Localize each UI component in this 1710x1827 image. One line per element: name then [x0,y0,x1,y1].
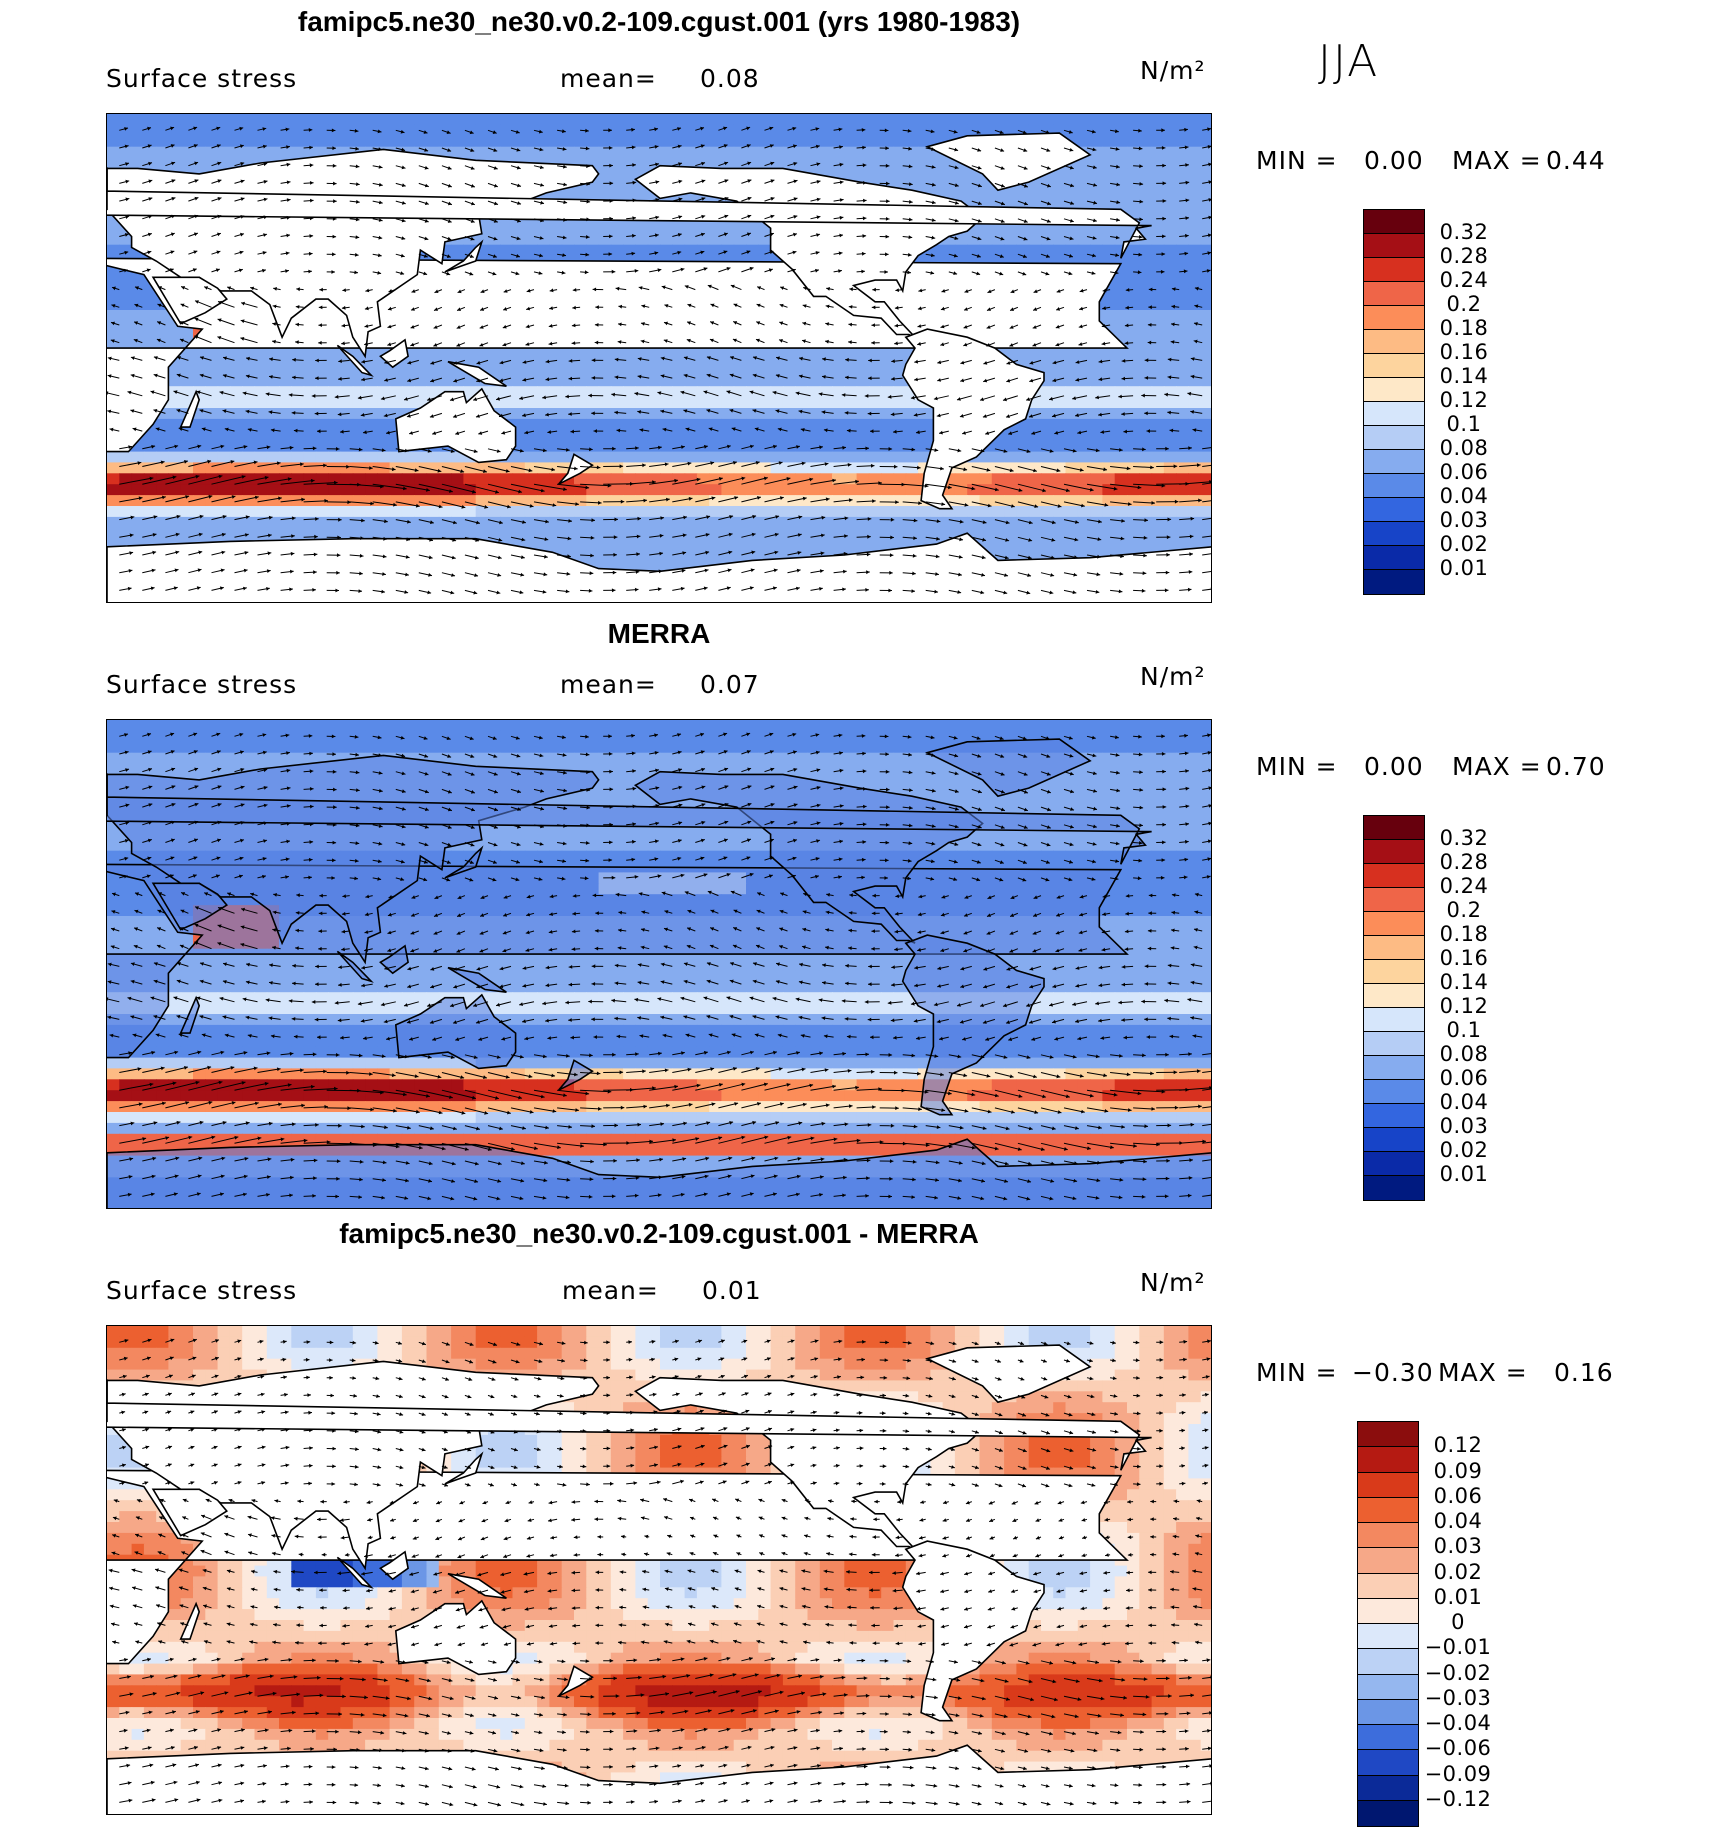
mean-label: mean= [560,64,657,93]
colorbar-swatch [1364,450,1424,474]
colorbar-tick-label: 0.32 [1429,220,1499,244]
max-label: MAX = [1452,146,1542,175]
colorbar-tick-label: 0.1 [1429,412,1499,436]
colorbar-swatch [1364,282,1424,306]
colorbar-swatch [1364,522,1424,546]
colorbar-tick-label: 0.2 [1429,292,1499,316]
colorbar-swatch [1364,330,1424,354]
mean-value: 0.08 [700,64,760,93]
mean-value: 0.07 [700,670,760,699]
panel-title: MERRA [104,618,1214,650]
min-value: 0.00 [1364,146,1424,175]
variable-label: Surface stress [106,670,297,699]
map-canvas [107,114,1212,603]
colorbar-swatch [1364,210,1424,234]
colorbar-swatch [1364,570,1424,594]
colorbar-swatch [1364,378,1424,402]
map-plot [106,719,1212,1209]
min-label: MIN = [1256,146,1338,175]
variable-label: Surface stress [106,64,297,93]
colorbar-tick-label: 0.06 [1429,460,1499,484]
units-label: N/m² [1140,56,1206,85]
units-label: N/m² [1140,662,1206,691]
colorbar-swatch [1364,354,1424,378]
colorbar-tick-label: 0.02 [1429,532,1499,556]
colorbar-tick-label: 0.08 [1429,436,1499,460]
colorbar-swatch [1364,546,1424,570]
obs-panel: MERRA Surface stress mean= 0.07 N/m² MIN… [0,606,1710,1211]
colorbar-swatch [1364,474,1424,498]
max-value: 0.44 [1546,146,1606,175]
colorbar-tick-label: 0.04 [1429,484,1499,508]
map-plot [106,113,1212,603]
vector-arrowhead [1211,446,1212,450]
colorbar-swatch [1364,498,1424,522]
colorbar-swatch [1364,306,1424,330]
vector-arrowhead [1211,1052,1212,1056]
colorbar-swatch [1364,426,1424,450]
colorbar-tick-label: 0.18 [1429,316,1499,340]
panel-title: famipc5.ne30_ne30.v0.2-109.cgust.001 (yr… [104,6,1214,38]
colorbar-tick-label: 0.14 [1429,364,1499,388]
colorbar-tick-label: 0.01 [1429,556,1499,580]
map-canvas [107,720,1212,1209]
colorbar-tick-label: 0.16 [1429,340,1499,364]
colorbar-tick-label: 0.24 [1429,268,1499,292]
colorbar-tick-label: 0.28 [1429,244,1499,268]
colorbar-tick-label: 0.12 [1429,388,1499,412]
colorbar-swatch [1364,402,1424,426]
colorbar-swatch [1364,234,1424,258]
mean-label: mean= [560,670,657,699]
colorbar-tick-label: 0.03 [1429,508,1499,532]
colorbar [1363,209,1425,595]
model-panel: famipc5.ne30_ne30.v0.2-109.cgust.001 (yr… [0,0,1710,605]
colorbar-swatch [1364,258,1424,282]
